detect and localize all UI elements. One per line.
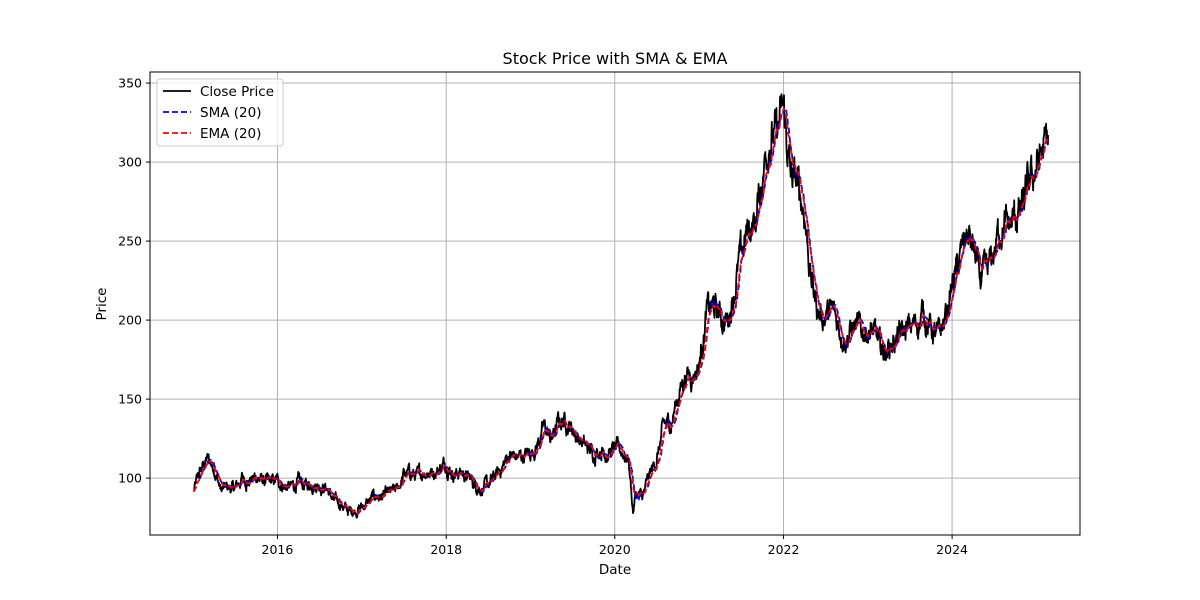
x-tick-label: 2020 — [599, 542, 631, 557]
legend-label-ema: EMA (20) — [200, 126, 261, 142]
y-tick-label: 350 — [118, 76, 142, 91]
grid-lines — [150, 72, 1080, 535]
legend: Close Price SMA (20) EMA (20) — [156, 78, 284, 147]
y-tick-label: 200 — [118, 313, 142, 328]
y-tick-label: 300 — [118, 155, 142, 170]
chart-title: Stock Price with SMA & EMA — [503, 49, 728, 68]
legend-box — [156, 78, 284, 147]
x-tick-label: 2016 — [262, 542, 294, 557]
series-lines — [193, 93, 1049, 519]
y-tick-label: 250 — [118, 234, 142, 249]
x-tick-label: 2022 — [768, 542, 800, 557]
series-line-sma — [198, 107, 1049, 515]
y-tick-label: 150 — [118, 392, 142, 407]
legend-label-close-price: Close Price — [200, 84, 274, 100]
series-line-ema — [193, 107, 1049, 515]
x-axis-label: Date — [599, 562, 631, 578]
y-tick-label: 100 — [118, 471, 142, 486]
y-axis: 100 150 200 250 300 350 — [118, 76, 150, 486]
legend-label-sma: SMA (20) — [200, 105, 261, 121]
x-tick-label: 2024 — [936, 542, 968, 557]
x-tick-label: 2018 — [430, 542, 462, 557]
x-axis: 2016 2018 2020 2022 2024 — [262, 535, 968, 557]
y-axis-label: Price — [94, 288, 110, 321]
